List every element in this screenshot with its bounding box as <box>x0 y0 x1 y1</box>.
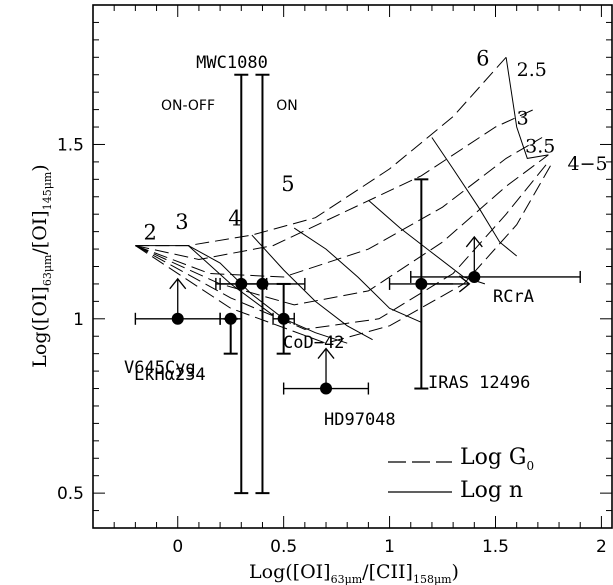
grid-label-log-g0: 2 <box>144 221 157 245</box>
legend: Log G0 Log n <box>388 445 534 503</box>
v645cyg-limit-arrowhead <box>169 277 187 290</box>
point-label-iras-12496: IRAS 12496 <box>428 373 530 393</box>
cod-42-marker <box>277 312 290 325</box>
x-tick-label: 0 <box>172 537 183 557</box>
grid-label-log-n: 3.5 <box>525 135 555 157</box>
grid-label-log-g0: 6 <box>476 46 489 70</box>
log-g0-curve-5 <box>135 161 549 330</box>
log-g0-curve-2 <box>135 109 534 261</box>
x-tick-label: 1 <box>384 537 395 557</box>
grid-label-log-g0: 3 <box>175 210 188 234</box>
log-n-curve-5 <box>368 199 486 285</box>
iras-12496-limit-arrowhead <box>458 275 471 293</box>
log-g0-curve-4 <box>135 154 549 306</box>
log-n-curve-6 <box>431 137 518 257</box>
point-label-lkh-234: LkHα234 <box>134 365 206 385</box>
point-label-cod-42: CoD−42 <box>283 333 344 353</box>
y-tick-label: 0.5 <box>57 484 84 504</box>
log-g0-curve-1 <box>135 56 507 247</box>
grid-label-log-g0: 4 <box>228 207 241 231</box>
axis-ticks: 0 0.5 1 1.5 2 0.5 1 1.5 <box>57 5 612 557</box>
data-points <box>134 73 581 495</box>
y-tick-label: 1 <box>73 310 84 330</box>
plot-frame <box>92 4 613 529</box>
grid-label-log-n: 2.5 <box>517 59 547 81</box>
grid-label-log-g0: 5 <box>281 172 294 196</box>
rcra-limit-arrowhead <box>465 235 483 248</box>
x-axis-label: Log([OI]63μm/[CII]158μm) <box>249 561 459 585</box>
log-n-curve-4 <box>293 227 422 323</box>
iras-12496-marker <box>415 277 428 290</box>
log-n-curve-2 <box>188 245 348 344</box>
log-g0-curve-3 <box>135 137 543 278</box>
x-tick-label: 1.5 <box>482 537 509 557</box>
on-off-label: ON-OFF <box>161 98 215 114</box>
log-g0-curve-6 <box>135 161 554 344</box>
lkh-234-marker <box>224 312 237 325</box>
point-label-hd97048: HD97048 <box>324 410 396 430</box>
legend-label-log-g: Log G <box>460 445 527 470</box>
log-n-curve-7 <box>505 57 549 159</box>
hd97048-limit-arrowhead <box>317 347 335 359</box>
legend-entry-log-g0: Log G0 <box>460 445 534 473</box>
point-label-v645cyg: V645Cyg <box>124 358 196 378</box>
x-tick-label: 2 <box>596 537 607 557</box>
grid-label-log-n: 3 <box>517 108 529 130</box>
grid-label-log-n: 4−5 <box>568 153 608 175</box>
x-tick-label: 0.5 <box>270 537 297 557</box>
log-n-curve-1 <box>135 245 274 316</box>
legend-subscript-0: 0 <box>527 459 535 473</box>
v645cyg-marker <box>171 312 184 325</box>
legend-entry-log-n: Log n <box>460 478 523 503</box>
on-label: ON <box>276 98 298 114</box>
y-axis-label: Log([OI]63μm/[OI]145μm) <box>29 164 54 367</box>
hd97048-marker <box>320 382 333 395</box>
y-tick-label: 1.5 <box>57 135 84 155</box>
point-label-rcra: RCrA <box>493 287 534 307</box>
mwc1080-on-marker <box>256 277 269 290</box>
log-n-curve-3 <box>251 234 373 341</box>
rcra-marker <box>468 270 481 283</box>
mwc1080-label: MWC1080 <box>196 53 268 73</box>
